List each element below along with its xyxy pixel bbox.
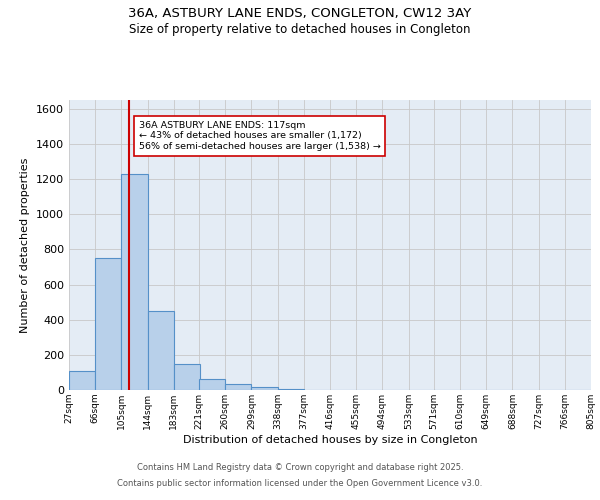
- Bar: [278, 389, 304, 390]
- Bar: [148, 311, 173, 390]
- Bar: [226, 384, 251, 390]
- Text: Contains public sector information licensed under the Open Government Licence v3: Contains public sector information licen…: [118, 478, 482, 488]
- Text: Contains HM Land Registry data © Crown copyright and database right 2025.: Contains HM Land Registry data © Crown c…: [137, 464, 463, 472]
- Text: Size of property relative to detached houses in Congleton: Size of property relative to detached ho…: [129, 22, 471, 36]
- Y-axis label: Number of detached properties: Number of detached properties: [20, 158, 31, 332]
- Bar: [199, 380, 226, 390]
- Bar: [173, 364, 200, 390]
- Text: 36A ASTBURY LANE ENDS: 117sqm
← 43% of detached houses are smaller (1,172)
56% o: 36A ASTBURY LANE ENDS: 117sqm ← 43% of d…: [139, 121, 380, 151]
- X-axis label: Distribution of detached houses by size in Congleton: Distribution of detached houses by size …: [182, 434, 478, 444]
- Bar: [69, 370, 95, 390]
- Bar: [95, 258, 121, 390]
- Text: 36A, ASTBURY LANE ENDS, CONGLETON, CW12 3AY: 36A, ASTBURY LANE ENDS, CONGLETON, CW12 …: [128, 8, 472, 20]
- Bar: [251, 388, 278, 390]
- Bar: [121, 174, 148, 390]
